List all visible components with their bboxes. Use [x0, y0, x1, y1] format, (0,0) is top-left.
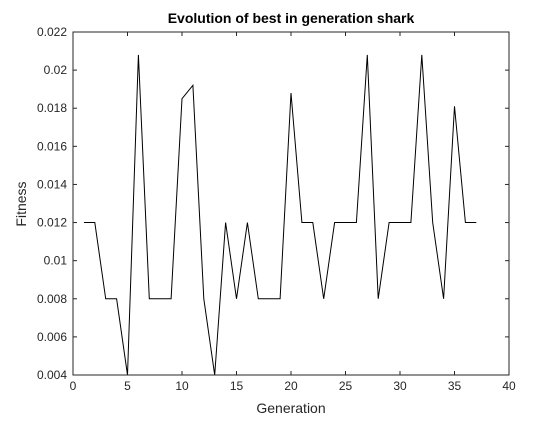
y-tick-label: 0.012: [37, 216, 67, 230]
y-tick-label: 0.02: [44, 63, 68, 77]
x-tick-label: 25: [339, 379, 353, 393]
y-tick-label: 0.008: [37, 292, 67, 306]
y-tick-label: 0.004: [37, 368, 67, 382]
x-tick-label: 0: [70, 379, 77, 393]
x-tick-label: 15: [230, 379, 244, 393]
y-axis-label: Fitness: [13, 181, 29, 226]
y-tick-label: 0.014: [37, 177, 67, 191]
y-tick-label: 0.01: [44, 254, 68, 268]
ticks-layer: 0 5 10 15 20 25 30 35 40 0.004 0.006 0.008 0.01 0.012…: [37, 25, 516, 393]
x-tick-label: 20: [284, 379, 298, 393]
y-tick-label: 0.006: [37, 330, 67, 344]
x-tick-label: 40: [502, 379, 516, 393]
y-tick-label: 0.018: [37, 101, 67, 115]
x-tick-label: 30: [393, 379, 407, 393]
plot-box: [72, 31, 510, 376]
y-tick-label: 0.016: [37, 139, 67, 153]
x-tick-label: 10: [175, 379, 189, 393]
x-tick-label: 5: [124, 379, 131, 393]
plot-area: [73, 32, 509, 375]
chart-title: Evolution of best in generation shark: [168, 10, 415, 26]
y-tick-label: 0.022: [37, 25, 67, 39]
x-tick-label: 35: [448, 379, 462, 393]
series-line: [83, 54, 477, 376]
x-axis-label: Generation: [256, 400, 325, 416]
